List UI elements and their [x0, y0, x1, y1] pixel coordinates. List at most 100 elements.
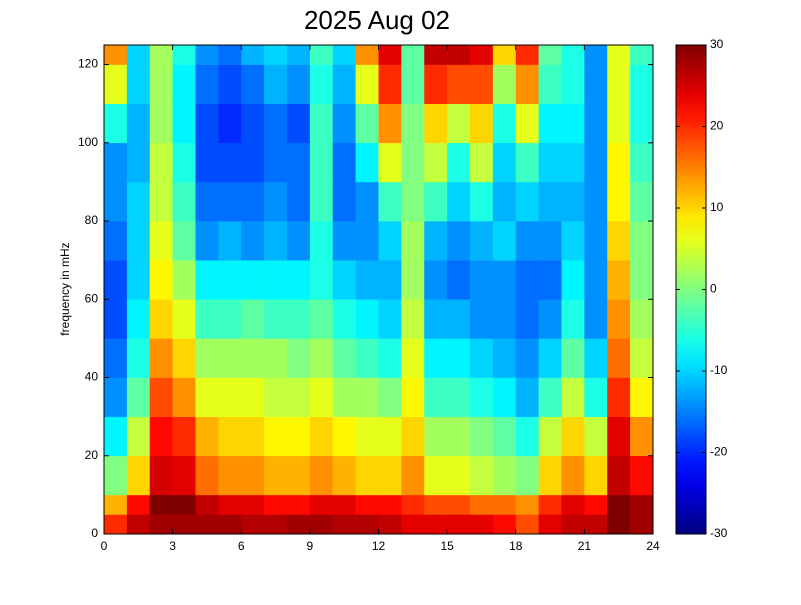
heatmap-cell — [287, 221, 311, 261]
heatmap-cell — [424, 221, 448, 261]
heatmap-cell — [515, 103, 539, 144]
heatmap-cell — [515, 260, 539, 300]
heatmap-cell — [104, 377, 128, 417]
heatmap-cell — [355, 455, 379, 496]
heatmap-cell — [561, 338, 585, 378]
heatmap-cell — [378, 494, 402, 515]
heatmap-cell — [126, 377, 151, 417]
heatmap-cell — [607, 377, 631, 417]
heatmap-cell — [424, 64, 448, 104]
heatmap-cell — [355, 221, 379, 261]
heatmap-cell — [195, 103, 219, 144]
heatmap-cell — [218, 64, 242, 104]
heatmap-cell — [447, 103, 471, 144]
heatmap-cell — [149, 299, 173, 339]
heatmap-cell — [287, 494, 311, 515]
heatmap-cell — [492, 103, 517, 144]
heatmap-cell — [172, 103, 196, 144]
heatmap-cell — [172, 221, 196, 261]
colorbar-tick-label: -30 — [710, 526, 728, 540]
heatmap-cell — [264, 377, 288, 417]
heatmap-cell — [126, 45, 151, 65]
heatmap-cell — [149, 142, 173, 183]
heatmap-cell — [378, 338, 402, 378]
heatmap-cell — [561, 514, 585, 535]
heatmap-cell — [401, 338, 425, 378]
heatmap-cell — [287, 181, 311, 222]
heatmap-cell — [195, 338, 219, 378]
y-tick-label: 120 — [78, 57, 98, 71]
heatmap-cell — [515, 455, 539, 496]
heatmap-cell — [149, 64, 173, 104]
heatmap-cell — [538, 299, 562, 339]
heatmap-cell — [607, 103, 631, 144]
heatmap-cell — [538, 221, 562, 261]
heatmap-cell — [126, 142, 151, 183]
heatmap-cell — [264, 142, 288, 183]
heatmap-cell — [378, 221, 402, 261]
heatmap-cell — [195, 221, 219, 261]
colorbar-tick-label: -20 — [710, 445, 728, 459]
heatmap-cell — [264, 103, 288, 144]
heatmap-cell — [309, 494, 334, 515]
x-tick-label: 24 — [646, 539, 660, 553]
heatmap-cell — [309, 64, 334, 104]
heatmap-cell — [149, 494, 173, 515]
heatmap-cell — [584, 377, 608, 417]
heatmap-cell — [538, 103, 562, 144]
y-tick-label: 100 — [78, 135, 98, 149]
heatmap-cell — [172, 260, 196, 300]
heatmap-cell — [149, 338, 173, 378]
heatmap-cell — [584, 181, 608, 222]
heatmap-cell — [561, 64, 585, 104]
heatmap-cell — [309, 299, 334, 339]
heatmap-cell — [401, 142, 425, 183]
heatmap-cell — [630, 221, 654, 261]
heatmap-cell — [126, 103, 151, 144]
heatmap-cell — [630, 377, 654, 417]
heatmap-cell — [378, 181, 402, 222]
heatmap-cell — [195, 181, 219, 222]
heatmap-cell — [401, 260, 425, 300]
x-tick-label: 0 — [101, 539, 108, 553]
heatmap-cell — [218, 377, 242, 417]
heatmap-cell — [447, 260, 471, 300]
heatmap-cell — [309, 416, 334, 457]
y-tick-label: 40 — [85, 370, 99, 384]
heatmap-cell — [172, 299, 196, 339]
heatmap-cell — [424, 455, 448, 496]
heatmap-cell — [195, 64, 219, 104]
heatmap-cell — [515, 221, 539, 261]
heatmap-cell — [607, 338, 631, 378]
heatmap-cell — [447, 416, 471, 457]
heatmap-cell — [630, 494, 654, 515]
heatmap-cell — [630, 45, 654, 65]
heatmap-cell — [309, 142, 334, 183]
heatmap-cell — [309, 45, 334, 65]
heatmap-cell — [378, 103, 402, 144]
heatmap-cell — [172, 338, 196, 378]
heatmap-cell — [195, 377, 219, 417]
heatmap-cell — [630, 299, 654, 339]
heatmap-cell — [607, 260, 631, 300]
heatmap-cell — [561, 377, 585, 417]
heatmap-cell — [264, 494, 288, 515]
heatmap-cell — [538, 416, 562, 457]
heatmap-cell — [287, 260, 311, 300]
heatmap-cell — [355, 494, 379, 515]
heatmap-cell — [332, 514, 356, 535]
heatmap-cell — [287, 455, 311, 496]
heatmap-cell — [195, 416, 219, 457]
heatmap-cell — [492, 221, 517, 261]
heatmap-cell — [630, 142, 654, 183]
heatmap-cell — [470, 377, 494, 417]
heatmap-cell — [401, 45, 425, 65]
heatmap-cell — [470, 338, 494, 378]
heatmap-cell — [492, 181, 517, 222]
heatmap-cell — [447, 377, 471, 417]
heatmap-cell — [630, 416, 654, 457]
heatmap-cell — [607, 455, 631, 496]
heatmap-cell — [424, 416, 448, 457]
heatmap-cell — [241, 455, 265, 496]
